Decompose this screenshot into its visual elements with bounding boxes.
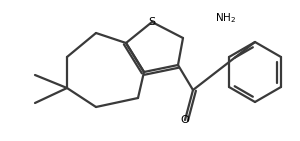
Text: S: S	[148, 17, 156, 27]
Text: NH$_2$: NH$_2$	[215, 11, 236, 25]
Text: O: O	[181, 115, 189, 125]
